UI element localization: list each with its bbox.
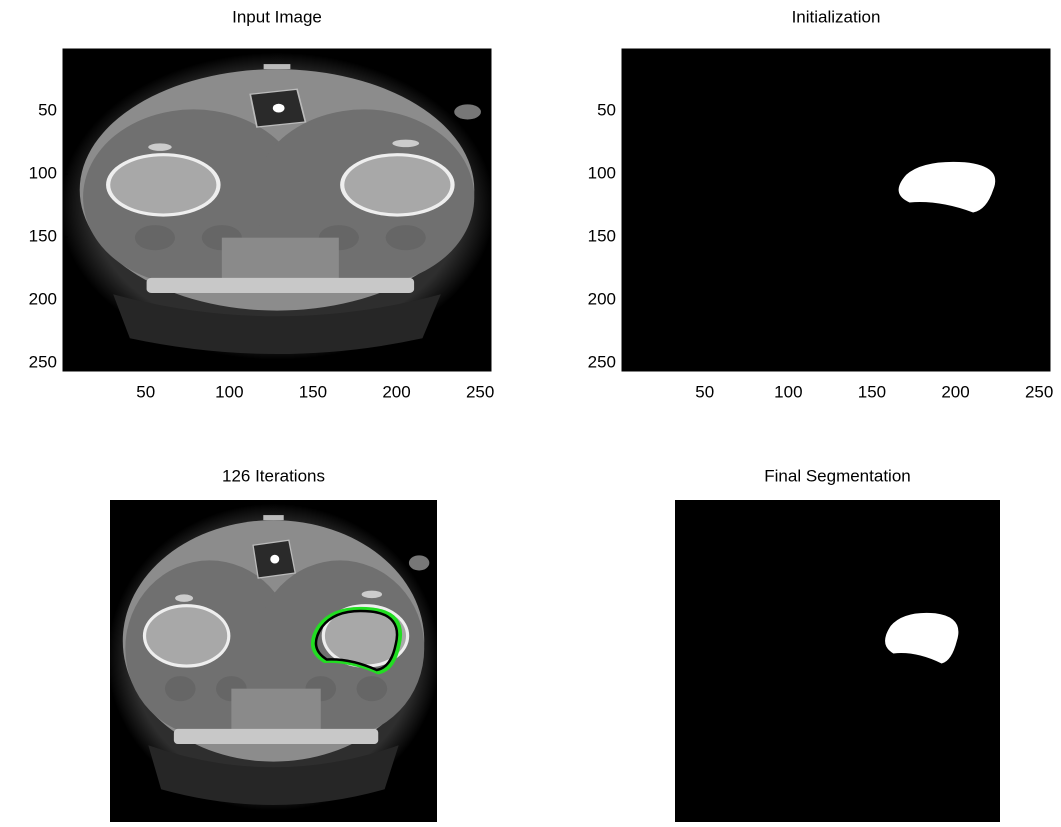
- x-tick-label: 250: [1025, 382, 1053, 401]
- panel-title: Input Image: [232, 7, 322, 26]
- x-tick-label: 200: [941, 382, 969, 401]
- x-tick-label: 100: [774, 382, 802, 401]
- y-tick-label: 250: [29, 352, 57, 371]
- y-tick-label: 150: [29, 227, 57, 246]
- figure: Input Image 50 100 150 200 250 50 100 150 200 250 I…: [0, 0, 1061, 822]
- x-tick-label: 250: [466, 382, 494, 401]
- y-tick-label: 50: [38, 101, 57, 120]
- panel-image: [675, 500, 1000, 822]
- x-tick-label: 50: [695, 382, 714, 401]
- panel-image: [622, 49, 1050, 371]
- panel-title: Initialization: [792, 7, 881, 26]
- panel-title: 126 Iterations: [222, 466, 325, 485]
- x-tick-label: 50: [136, 382, 155, 401]
- panel-image: [60, 49, 495, 371]
- x-tick-label: 150: [858, 382, 886, 401]
- x-tick-label: 150: [299, 382, 327, 401]
- y-tick-label: 250: [588, 352, 616, 371]
- y-tick-label: 100: [588, 164, 616, 183]
- y-tick-label: 100: [29, 164, 57, 183]
- x-tick-label: 100: [215, 382, 243, 401]
- page: {"panels": [ {"title": "Input Image", "i…: [0, 0, 1061, 827]
- y-tick-label: 50: [597, 101, 616, 120]
- panel-title: Final Segmentation: [764, 466, 910, 485]
- y-tick-label: 200: [29, 289, 57, 308]
- y-tick-label: 200: [588, 289, 616, 308]
- x-tick-label: 200: [382, 382, 410, 401]
- y-tick-label: 150: [588, 227, 616, 246]
